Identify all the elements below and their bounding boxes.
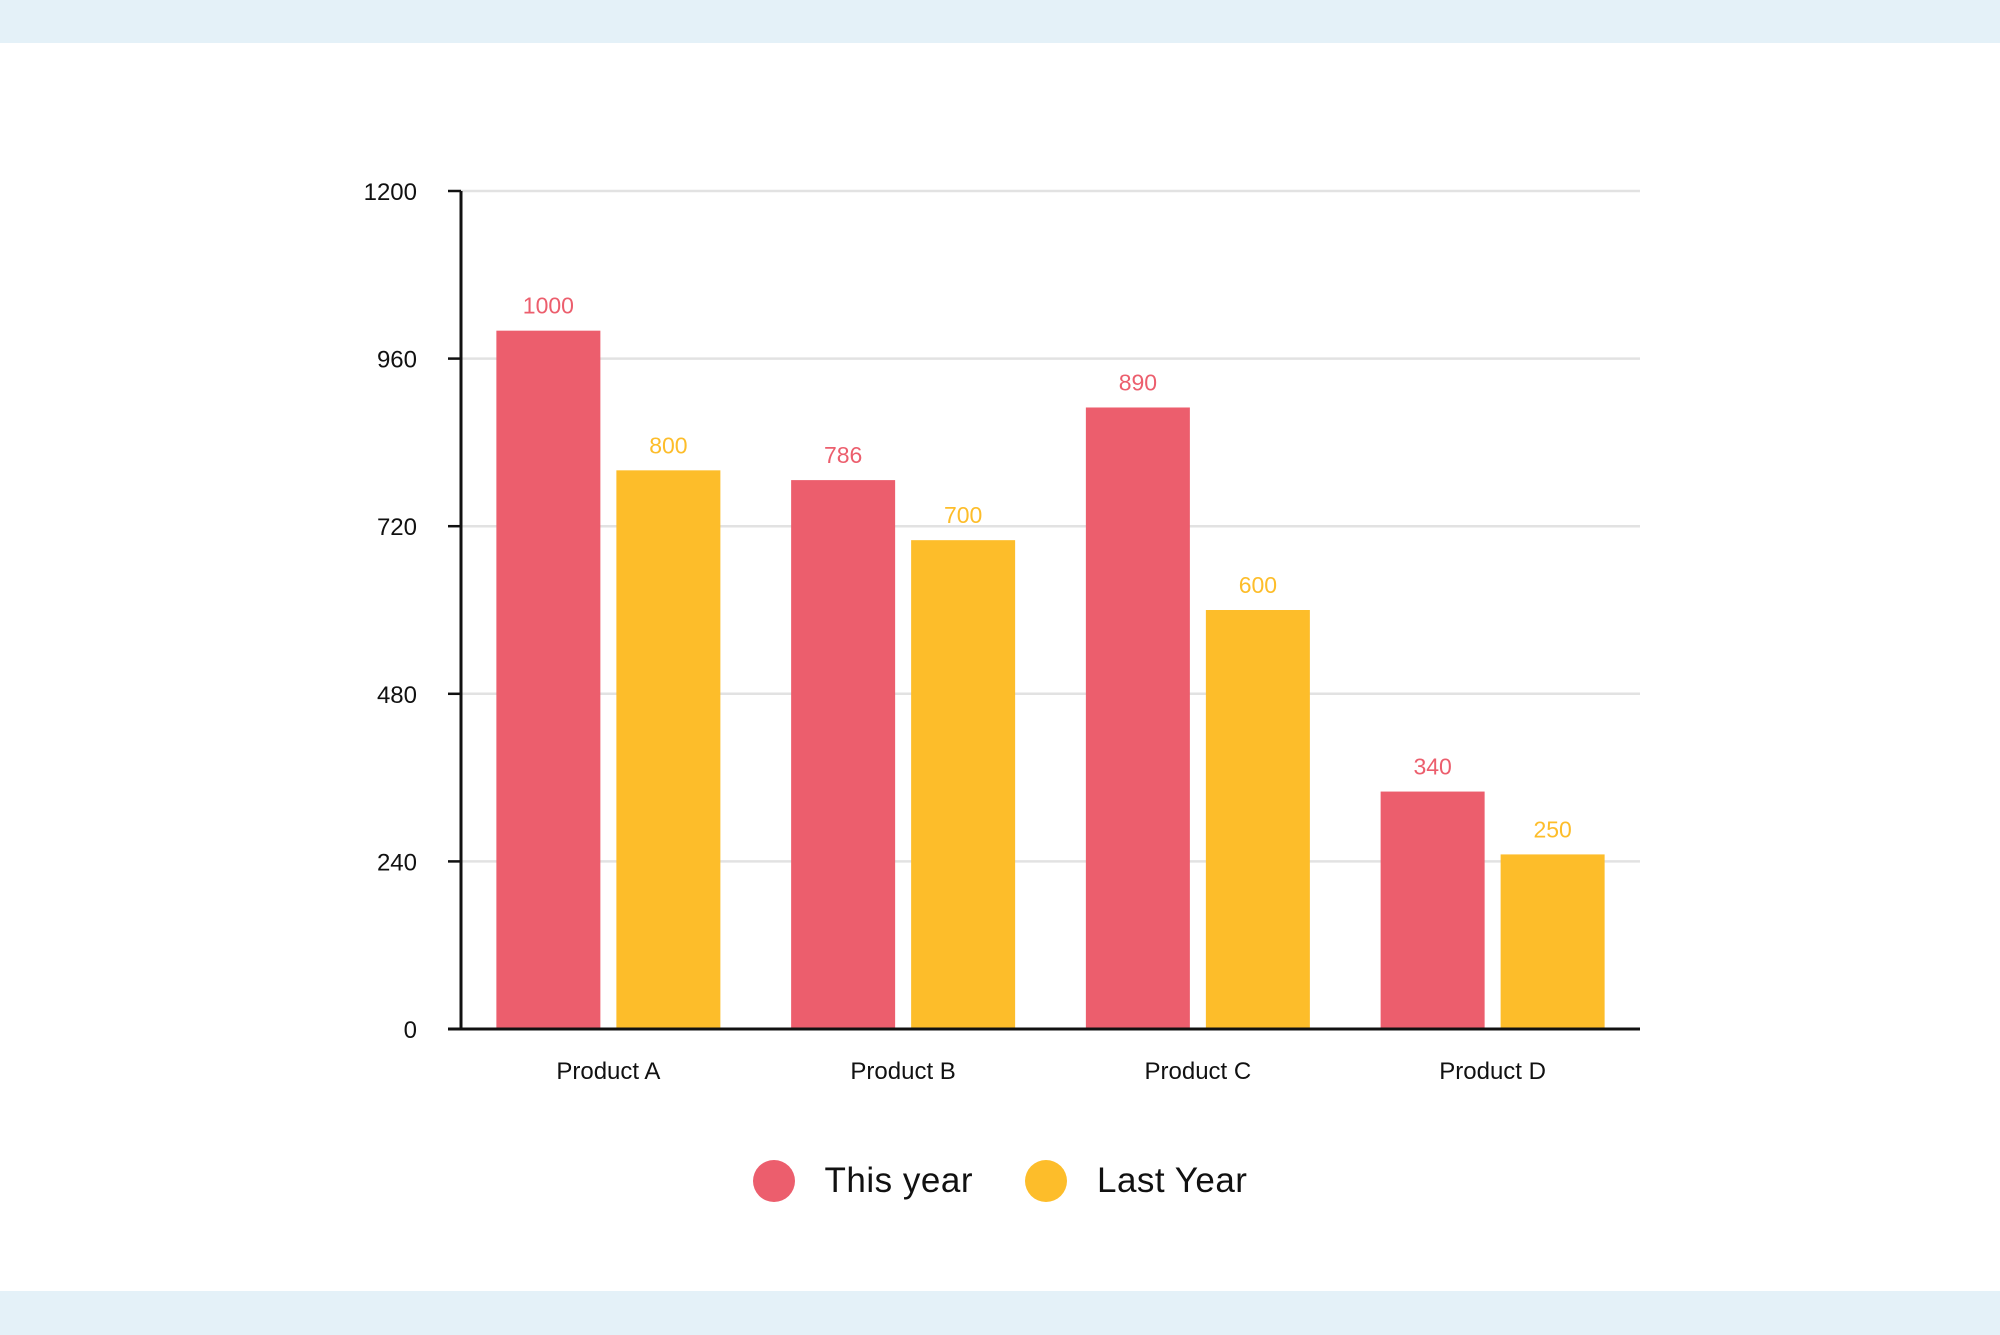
tick-labels: 0 240 480 720 960 1200 Product A Product B Produ… — [364, 179, 1546, 1085]
legend-swatch-last-year-icon — [1024, 1160, 1067, 1202]
axes — [448, 189, 1640, 1031]
x-tick-label-product-c: Product C — [1145, 1058, 1252, 1085]
y-tick-label-480: 480 — [377, 682, 417, 709]
data-label-this-year-product-d: 340 — [1413, 754, 1451, 780]
bar-this-year-product-a[interactable] — [496, 330, 601, 1030]
top-frame-band — [0, 0, 2000, 43]
data-label-this-year-product-a: 1000 — [523, 293, 574, 319]
data-labels: 1000 800 786 700 890 600 340 250 — [523, 293, 1572, 843]
legend: This year Last Year — [0, 1151, 2000, 1211]
bar-this-year-product-b[interactable] — [791, 480, 896, 1029]
y-tick-label-720: 720 — [377, 514, 417, 541]
legend-label-this-year: This year — [824, 1161, 973, 1200]
x-tick-label-product-a: Product A — [556, 1058, 660, 1085]
legend-swatch-this-year-icon — [752, 1160, 795, 1202]
bar-this-year-product-c[interactable] — [1085, 407, 1190, 1029]
bar-last-year-product-c[interactable] — [1205, 610, 1310, 1029]
y-tick-label-0: 0 — [404, 1017, 417, 1044]
x-tick-label-product-b: Product B — [850, 1058, 955, 1085]
data-label-last-year-product-d: 250 — [1533, 816, 1571, 842]
legend-item-this-year[interactable]: This year — [752, 1160, 973, 1202]
chart-panel: 1000 800 786 700 890 600 340 250 0 240 480 720 960 1… — [0, 43, 2000, 1291]
legend-label-last-year: Last Year — [1096, 1161, 1248, 1200]
y-tick-label-1200: 1200 — [364, 179, 417, 206]
x-tick-label-product-d: Product D — [1439, 1058, 1546, 1085]
bar-last-year-product-a[interactable] — [616, 470, 721, 1029]
data-label-last-year-product-a: 800 — [649, 432, 687, 458]
bar-last-year-product-d[interactable] — [1500, 854, 1605, 1029]
bar-chart: 1000 800 786 700 890 600 340 250 0 240 480 720 960 1… — [364, 179, 1640, 1085]
bar-this-year-product-d[interactable] — [1380, 791, 1485, 1029]
y-tick-label-240: 240 — [377, 849, 417, 876]
data-label-last-year-product-b: 700 — [944, 502, 982, 528]
bottom-frame-band — [0, 1291, 2000, 1335]
data-label-this-year-product-b: 786 — [824, 442, 862, 468]
bars — [496, 330, 1605, 1030]
y-tick-label-960: 960 — [377, 347, 417, 374]
bar-last-year-product-b[interactable] — [911, 540, 1016, 1029]
data-label-last-year-product-c: 600 — [1239, 572, 1277, 598]
legend-item-last-year[interactable]: Last Year — [1024, 1160, 1248, 1202]
data-label-this-year-product-c: 890 — [1119, 369, 1157, 395]
